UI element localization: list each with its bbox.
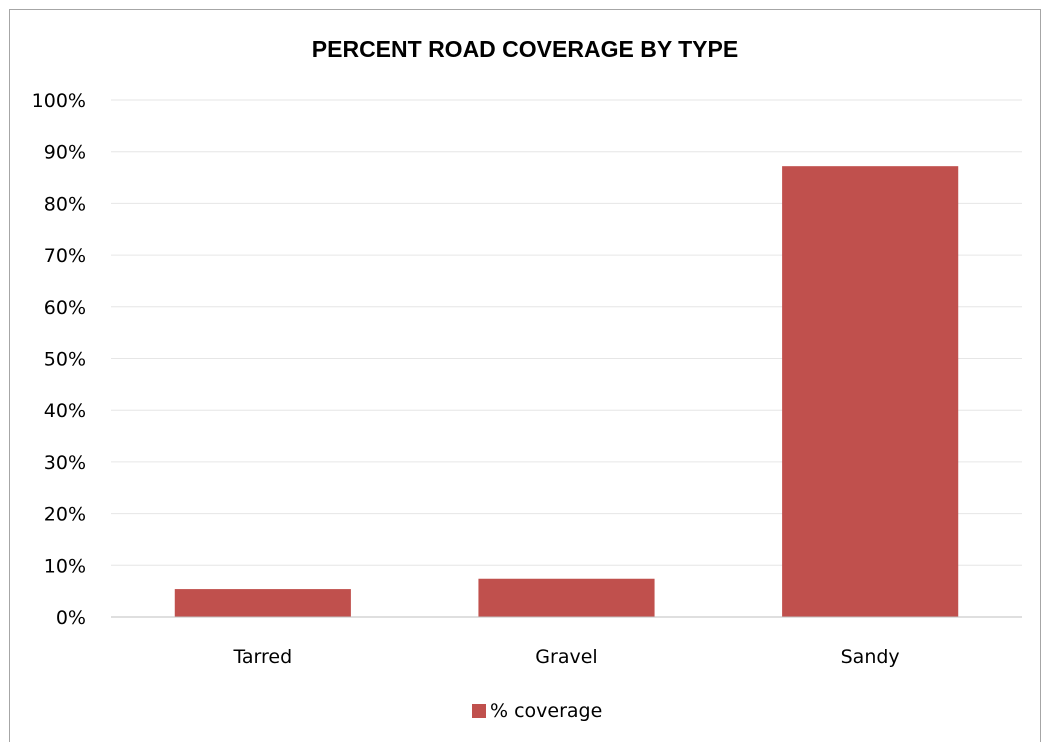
y-axis-tick-labels: 0% 10% 20% 30% 40% 50% 60% 70% 80% 90% 100% (32, 90, 86, 629)
bar-sandy (782, 166, 959, 617)
y-tick-label: 20% (44, 504, 86, 526)
x-axis-tick-labels: Tarred Gravel Sandy (232, 646, 899, 668)
y-tick-label: 0% (56, 607, 86, 629)
y-tick-label: 70% (44, 245, 86, 267)
x-tick-label: Tarred (232, 646, 292, 668)
y-tick-label: 30% (44, 452, 86, 474)
y-tick-label: 100% (32, 90, 86, 112)
legend-swatch (472, 704, 486, 718)
y-tick-label: 80% (44, 193, 86, 215)
bar-gravel (478, 578, 655, 617)
legend: % coverage (472, 699, 602, 723)
y-tick-label: 40% (44, 400, 86, 422)
y-tick-label: 50% (44, 349, 86, 371)
x-tick-label: Gravel (535, 646, 597, 668)
y-tick-label: 60% (44, 297, 86, 319)
y-tick-label: 90% (44, 142, 86, 164)
bar-tarred (174, 589, 351, 617)
bars (174, 166, 959, 617)
legend-label: % coverage (490, 700, 603, 722)
chart-title: PERCENT ROAD COVERAGE BY TYPE (311, 36, 739, 62)
x-tick-label: Sandy (841, 646, 900, 668)
y-tick-label: 10% (44, 555, 86, 577)
